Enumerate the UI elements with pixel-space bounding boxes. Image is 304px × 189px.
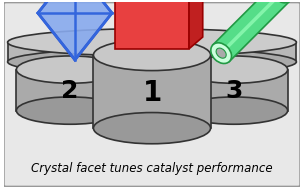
Text: 2: 2	[61, 79, 79, 103]
Ellipse shape	[93, 112, 211, 144]
Ellipse shape	[271, 0, 292, 3]
FancyBboxPatch shape	[4, 2, 300, 187]
Ellipse shape	[216, 48, 226, 58]
Ellipse shape	[211, 43, 232, 64]
Text: 3: 3	[225, 79, 243, 103]
Polygon shape	[189, 0, 203, 49]
Ellipse shape	[8, 29, 296, 56]
Ellipse shape	[16, 97, 124, 124]
Polygon shape	[38, 0, 112, 60]
Ellipse shape	[93, 39, 211, 71]
Ellipse shape	[16, 56, 124, 83]
Polygon shape	[213, 0, 290, 61]
Polygon shape	[16, 70, 124, 111]
Polygon shape	[93, 55, 211, 128]
Ellipse shape	[8, 48, 296, 75]
Polygon shape	[115, 0, 189, 49]
Text: 1: 1	[142, 79, 162, 107]
Ellipse shape	[180, 97, 288, 124]
Ellipse shape	[180, 56, 288, 83]
Polygon shape	[180, 70, 288, 111]
Text: Crystal facet tunes catalyst performance: Crystal facet tunes catalyst performance	[31, 162, 273, 175]
Polygon shape	[8, 42, 296, 62]
